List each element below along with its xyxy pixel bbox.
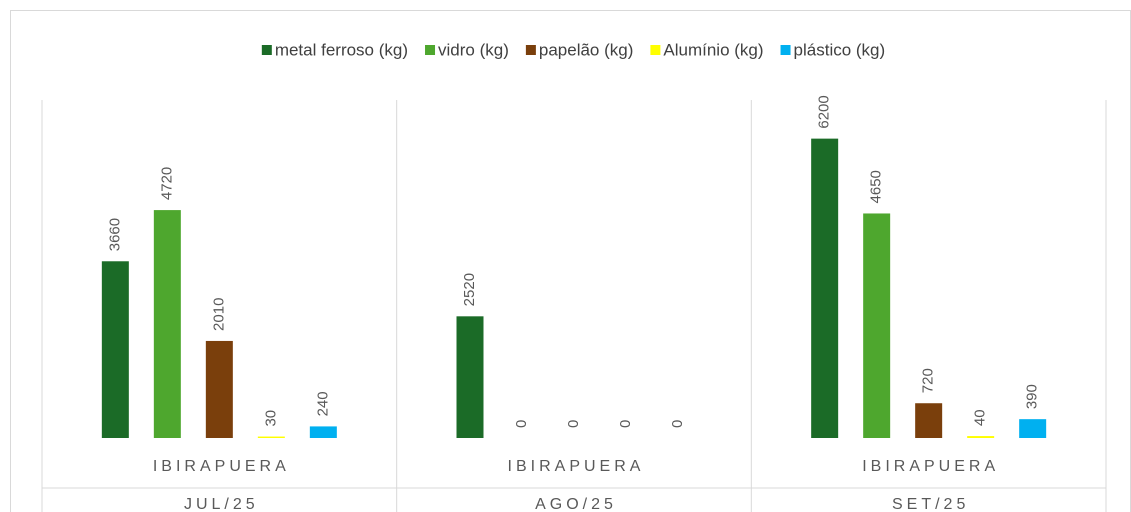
data-label: 6200 xyxy=(816,95,833,128)
bar xyxy=(309,426,337,438)
bar xyxy=(153,210,181,438)
legend-text: metal ferroso (kg) xyxy=(275,40,408,59)
legend-text: papelão (kg) xyxy=(539,40,634,59)
data-label: 4650 xyxy=(868,170,885,203)
x-sublabel: IBIRAPUERA xyxy=(153,458,290,475)
bar xyxy=(456,316,484,438)
data-label: 390 xyxy=(1024,384,1041,409)
legend-swatch xyxy=(780,45,791,55)
legend-swatch xyxy=(650,45,661,55)
data-label: 0 xyxy=(565,420,582,428)
legend-text: plástico (kg) xyxy=(794,40,886,59)
legend-text: vidro (kg) xyxy=(438,40,509,59)
data-label: 40 xyxy=(972,409,989,426)
x-tick-label: JUL/25 xyxy=(184,496,259,512)
data-label: 0 xyxy=(669,420,686,428)
bar xyxy=(915,403,943,438)
data-label: 240 xyxy=(314,391,331,416)
data-label: 2010 xyxy=(210,298,227,331)
bar xyxy=(257,436,285,438)
data-label: 720 xyxy=(920,368,937,393)
bar xyxy=(863,213,891,438)
legend-swatch xyxy=(525,45,536,55)
x-sublabel: IBIRAPUERA xyxy=(862,458,999,475)
bar xyxy=(101,261,129,438)
data-label: 3660 xyxy=(106,218,123,251)
legend-swatch xyxy=(425,45,436,55)
x-tick-label: AGO/25 xyxy=(535,496,617,512)
bar xyxy=(811,138,839,438)
legend-swatch xyxy=(261,45,272,55)
bar xyxy=(205,340,233,438)
bar xyxy=(1019,419,1047,438)
data-label: 0 xyxy=(617,420,634,428)
legend-text: Alumínio (kg) xyxy=(663,40,763,59)
data-label: 0 xyxy=(513,420,530,428)
data-label: 30 xyxy=(262,410,279,427)
data-label: 4720 xyxy=(158,167,175,200)
x-tick-label: SET/25 xyxy=(892,496,969,512)
data-label: 2520 xyxy=(461,273,478,306)
x-sublabel: IBIRAPUERA xyxy=(508,458,645,475)
bar xyxy=(967,436,995,438)
